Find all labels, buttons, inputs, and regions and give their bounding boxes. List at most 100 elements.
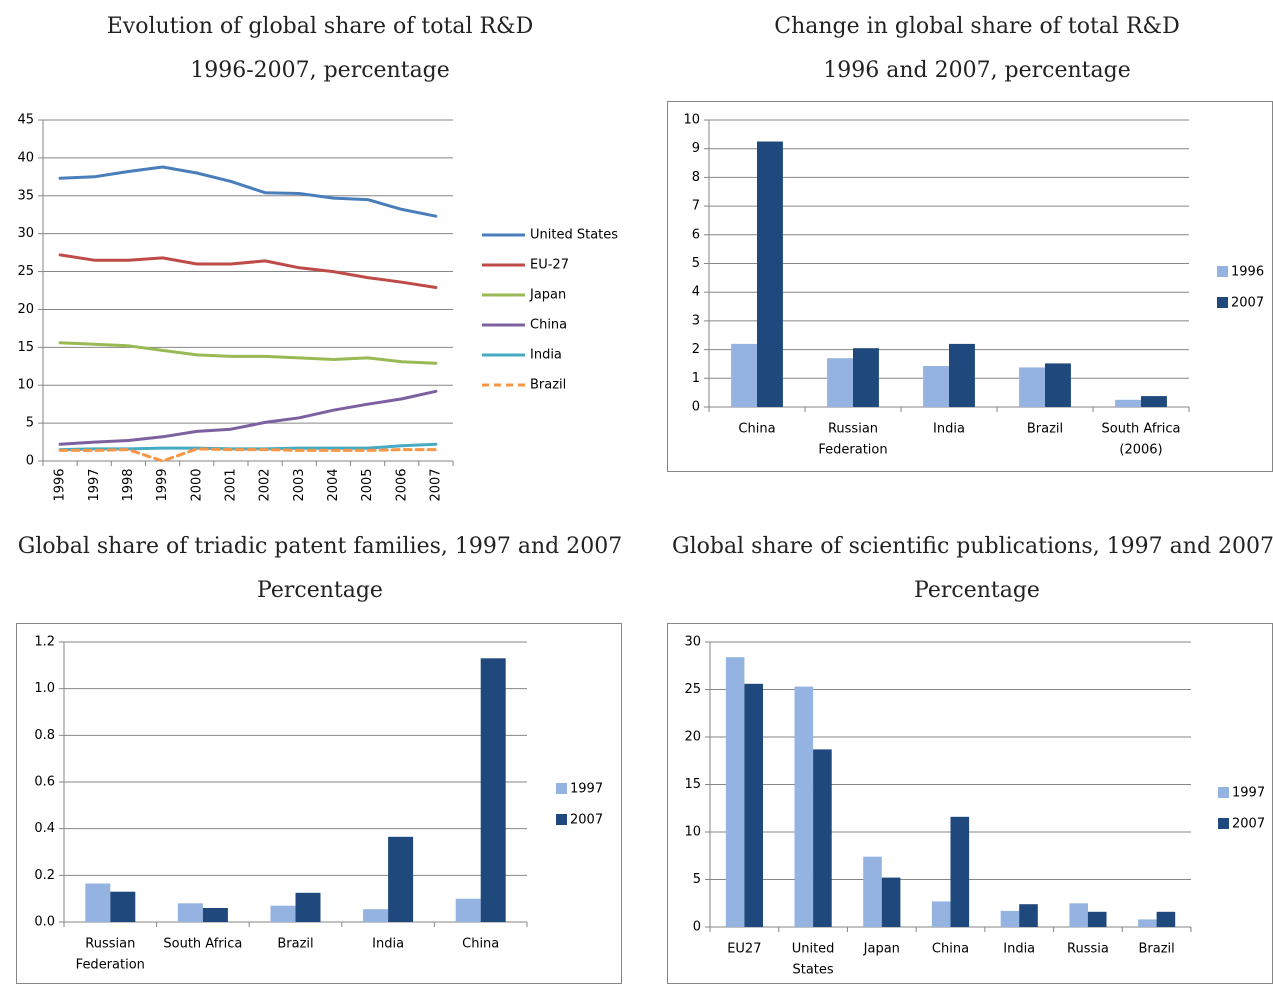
bar-c2-south-africa-2006-1996 (1115, 399, 1141, 407)
category-label-c2-china: China (738, 422, 775, 437)
bar-c4-russia-2007 (1087, 911, 1107, 927)
bar-c4-china-2007 (950, 816, 970, 927)
bar-c3-south-africa-2007 (202, 908, 228, 922)
legend-label-united-states: United States (530, 228, 618, 243)
legend-swatch-c4-2007 (1218, 818, 1229, 829)
ytick-label-c4-2: 10 (684, 825, 701, 840)
legend-label-india: India (530, 348, 562, 363)
ytick-label-c3-6: 1.2 (34, 635, 55, 650)
chart1-subtitle: 1996-2007, percentage (190, 58, 450, 83)
ytick-label-c4-3: 15 (684, 777, 701, 792)
ytick-label-c1-6: 30 (17, 226, 34, 241)
ytick-label-c3-1: 0.2 (34, 868, 55, 883)
xtick-label-1997: 1997 (87, 468, 102, 501)
bar-c2-russian-federation-2007 (853, 348, 879, 407)
category-label-c2-south-africa-2006-0: South Africa (1102, 422, 1181, 437)
bar-c2-russian-federation-1996 (827, 358, 853, 407)
series-line-japan (58, 341, 438, 365)
category-label-c2-russian-federation-0: Russian (828, 422, 878, 437)
category-label-c4-india: India (1003, 942, 1035, 957)
bar-c3-brazil-1997 (270, 905, 296, 922)
ytick-label-c2-5: 5 (692, 256, 700, 271)
ytick-label-c1-0: 0 (26, 454, 34, 469)
ytick-label-c1-1: 5 (26, 416, 34, 431)
bar-c3-russian-federation-1997 (85, 883, 111, 922)
legend-label-c2-2007: 2007 (1231, 296, 1264, 311)
category-label-c2-russian-federation-1: Federation (818, 443, 887, 458)
legend-label-c3-2007: 2007 (570, 813, 603, 828)
category-label-c4-japan: Japan (863, 942, 900, 957)
ytick-label-c2-7: 7 (692, 199, 700, 214)
category-label-c2-brazil: Brazil (1027, 422, 1063, 437)
legend-swatch-c3-1997 (556, 783, 567, 794)
category-label-c2-india: India (933, 422, 965, 437)
ytick-label-c4-5: 25 (684, 682, 701, 697)
legend-swatch-c2-1996 (1217, 266, 1228, 277)
ytick-label-c1-9: 45 (17, 113, 34, 128)
series-line-brazil (58, 447, 438, 463)
ytick-label-c3-4: 0.8 (34, 728, 55, 743)
legend-label-japan: Japan (529, 288, 566, 303)
legend-label-c3-1997: 1997 (570, 782, 603, 797)
ytick-label-c1-3: 15 (17, 340, 34, 355)
bar-c4-brazil-2007 (1156, 911, 1176, 927)
xtick-label-1999: 1999 (155, 468, 170, 501)
ytick-label-c1-7: 35 (17, 188, 34, 203)
category-label-c2-south-africa-2006-1: (2006) (1119, 443, 1162, 458)
xtick-label-2000: 2000 (189, 468, 204, 501)
bar-c4-eu27-2007 (744, 683, 763, 927)
category-label-c3-south-africa: South Africa (163, 937, 242, 952)
category-label-c4-united-states-1: States (792, 963, 833, 978)
bar-c3-india-2007 (388, 836, 414, 922)
legend-label-c4-1997: 1997 (1232, 786, 1265, 801)
ytick-label-c4-0: 0 (693, 920, 701, 935)
bar-c4-japan-2007 (881, 877, 901, 927)
bar-c2-south-africa-2006-2007 (1141, 396, 1167, 407)
ytick-label-c1-8: 40 (17, 150, 34, 165)
bar-c4-united-states-1997 (794, 686, 814, 927)
bar-c2-china-1996 (731, 343, 757, 407)
ytick-label-c2-4: 4 (692, 285, 700, 300)
ytick-label-c3-3: 0.6 (34, 775, 55, 790)
ytick-label-c1-5: 25 (17, 264, 34, 279)
bar-c3-brazil-2007 (295, 892, 321, 922)
bar-c4-russia-1997 (1069, 903, 1088, 928)
chart1-title: Evolution of global share of total R&D (106, 14, 534, 39)
legend-swatch-c4-1997 (1218, 787, 1229, 798)
xtick-label-2007: 2007 (428, 468, 443, 501)
category-label-c3-china: China (462, 937, 499, 952)
bar-c2-china-2007 (757, 141, 783, 407)
series-line-united-states (58, 165, 438, 218)
ytick-label-c2-6: 6 (692, 227, 700, 242)
bar-c4-eu27-1997 (725, 657, 745, 927)
chart3-title: Global share of triadic patent families,… (17, 534, 623, 559)
chart2-title: Change in global share of total R&D (774, 14, 1180, 39)
ytick-label-c4-1: 5 (693, 872, 701, 887)
bar-c4-united-states-2007 (813, 749, 832, 927)
legend-label-china: China (530, 318, 567, 333)
ytick-label-c2-2: 2 (692, 342, 700, 357)
chart4-title: Global share of scientific publications,… (672, 534, 1273, 559)
xtick-label-1996: 1996 (53, 468, 68, 501)
bar-c4-india-1997 (1000, 910, 1020, 927)
chart-frame-c3 (16, 623, 622, 984)
legend-label-c4-2007: 2007 (1232, 817, 1265, 832)
chart4-subtitle: Percentage (914, 578, 1040, 603)
ytick-label-c3-0: 0.0 (34, 915, 55, 930)
bar-c4-india-2007 (1019, 904, 1038, 927)
category-label-c4-china: China (932, 942, 969, 957)
bar-c2-india-2007 (949, 343, 975, 407)
category-label-c3-russian-federation-0: Russian (85, 937, 135, 952)
bar-c3-russian-federation-2007 (110, 891, 136, 922)
category-label-c4-russia: Russia (1067, 942, 1109, 957)
series-line-eu-27 (58, 253, 438, 289)
bar-c3-china-1997 (455, 898, 481, 922)
bar-c2-india-1996 (923, 366, 949, 407)
ytick-label-c4-4: 20 (684, 730, 701, 745)
ytick-label-c2-9: 9 (692, 141, 700, 156)
ytick-label-c2-0: 0 (692, 400, 700, 415)
chart2-subtitle: 1996 and 2007, percentage (823, 58, 1131, 83)
legend-swatch-c3-2007 (556, 814, 567, 825)
chart3-subtitle: Percentage (257, 578, 383, 603)
bar-c2-brazil-2007 (1045, 363, 1071, 407)
